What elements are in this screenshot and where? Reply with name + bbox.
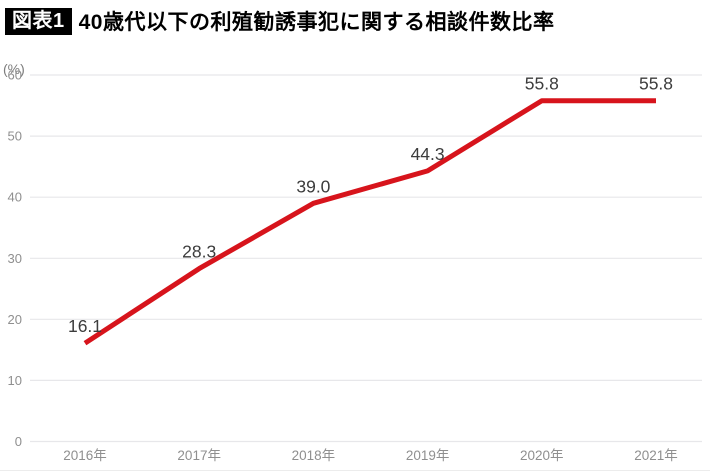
figure-number-badge: 図表1 xyxy=(5,7,72,35)
y-axis-tick-label: 60 xyxy=(8,68,22,83)
data-point-label: 39.0 xyxy=(296,176,330,196)
y-axis-tick-label: 50 xyxy=(8,129,22,144)
data-point-label: 28.3 xyxy=(182,242,216,262)
chart-title: 40歳代以下の利殖勧誘事犯に関する相談件数比率 xyxy=(78,11,555,34)
x-axis-tick-label: 2016年 xyxy=(63,448,107,463)
y-axis-unit-label: (%) xyxy=(3,61,25,77)
y-axis-tick-label: 40 xyxy=(8,190,22,205)
trend-line xyxy=(83,98,656,346)
data-point-label: 44.3 xyxy=(411,144,445,164)
data-point-label: 55.8 xyxy=(525,74,559,94)
x-axis-tick-label: 2021年 xyxy=(634,448,678,463)
y-axis-tick-label: 30 xyxy=(8,251,22,266)
x-axis-tick-label: 2019年 xyxy=(406,448,450,463)
y-axis-tick-label: 20 xyxy=(8,312,22,327)
data-point-label: 55.8 xyxy=(639,74,673,94)
x-axis-tick-label: 2017年 xyxy=(177,448,221,463)
y-axis-tick-label: 0 xyxy=(15,434,22,449)
x-axis-tick-label: 2020年 xyxy=(520,448,564,463)
data-point-label: 16.1 xyxy=(68,316,102,336)
x-axis-tick-label: 2018年 xyxy=(292,448,336,463)
chart-header: 図表1 40歳代以下の利殖勧誘事犯に関する相談件数比率 xyxy=(5,6,554,36)
y-axis-tick-label: 10 xyxy=(8,373,22,388)
